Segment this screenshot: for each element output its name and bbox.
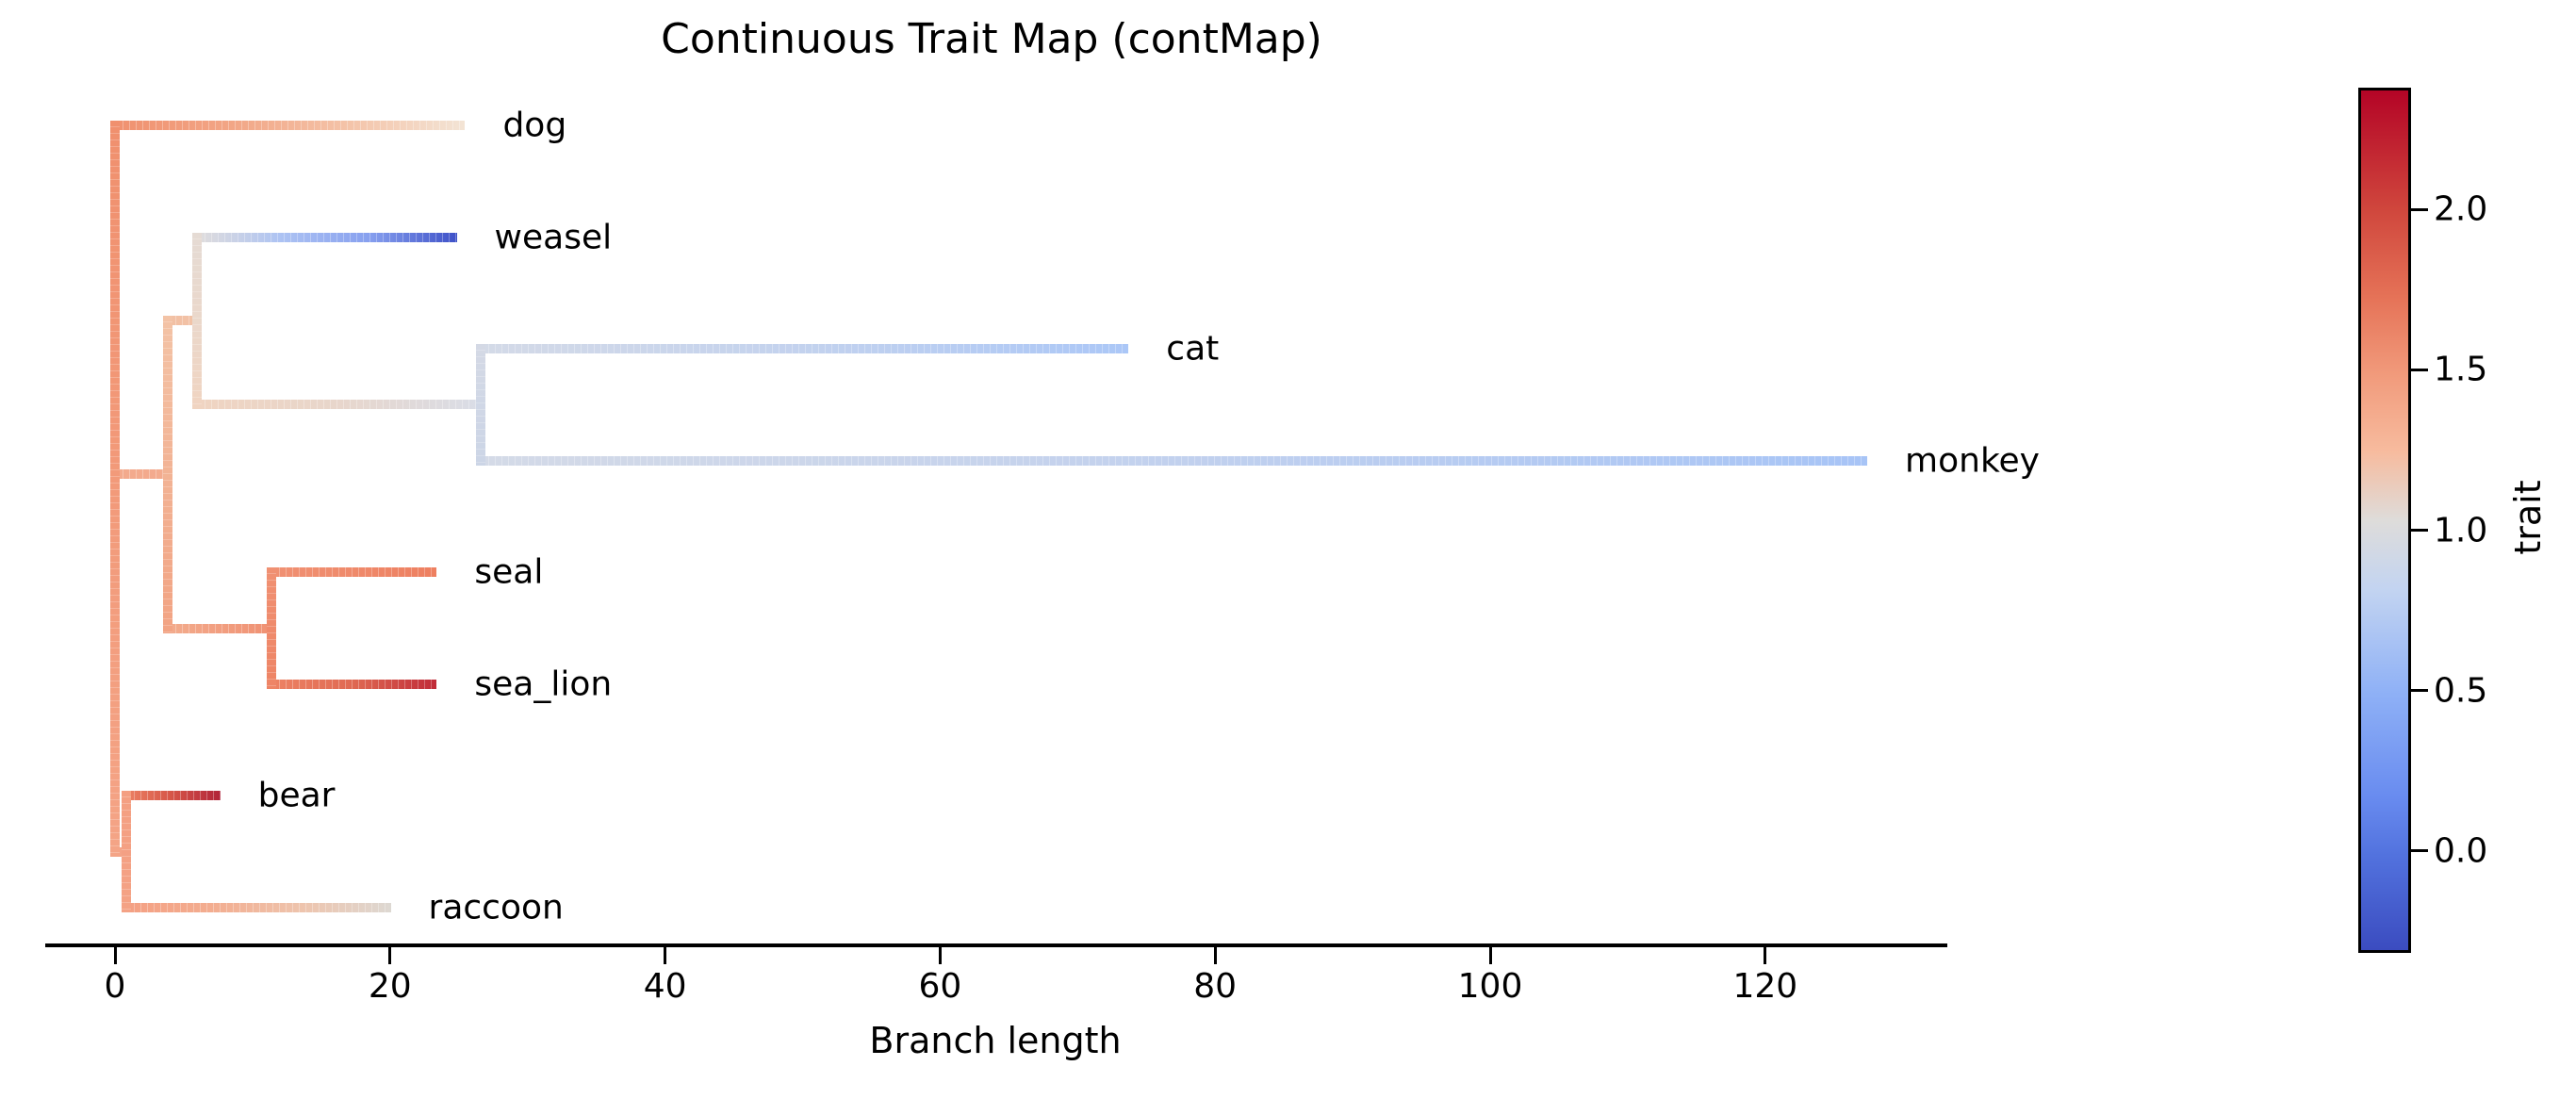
- branch-segments-texture: [475, 344, 1129, 354]
- branch-segments-texture: [192, 232, 457, 242]
- branch-segments-texture: [475, 455, 1868, 466]
- branch-raccoon: [122, 902, 391, 912]
- tip-label-seal: seal: [474, 552, 544, 592]
- x-tick-label-80: 80: [1193, 967, 1238, 1006]
- x-tick-60: [938, 947, 942, 964]
- branch-segments-texture: [122, 791, 221, 801]
- x-tick-label-60: 60: [918, 967, 962, 1006]
- branch-stub-catmonkey: [192, 400, 481, 410]
- colorbar-tick-0.5: [2411, 689, 2428, 693]
- branch-dog: [110, 121, 466, 130]
- vertical-node-clade-c: [192, 232, 203, 410]
- colorbar-tick-0.0: [2411, 849, 2428, 853]
- branch-segments-texture: [267, 567, 277, 689]
- branch-sea_lion: [267, 679, 437, 689]
- branch-segments-texture: [163, 623, 272, 633]
- colorbar-tick-1.5: [2411, 368, 2428, 371]
- vertical-node-bearraccoon: [122, 791, 132, 912]
- branch-segments-texture: [163, 315, 173, 633]
- branch-cat: [475, 344, 1129, 354]
- branch-segments-texture: [110, 121, 120, 857]
- x-axis-label: Branch length: [869, 1020, 1122, 1061]
- x-tick-120: [1764, 947, 1767, 964]
- colorbar-tick-label-2.0: 2.0: [2434, 189, 2488, 229]
- x-tick-20: [388, 947, 392, 964]
- x-tick-label-40: 40: [643, 967, 687, 1006]
- x-tick-80: [1213, 947, 1217, 964]
- colorbar-label: trait: [2507, 480, 2549, 555]
- branch-segments-texture: [122, 791, 132, 912]
- x-tick-100: [1488, 947, 1492, 964]
- branch-stub-clade-c: [163, 315, 198, 325]
- vertical-node-catmonkey: [475, 344, 485, 466]
- tip-label-sea_lion: sea_lion: [474, 664, 613, 704]
- branch-monkey: [475, 455, 1868, 466]
- x-tick-40: [664, 947, 667, 964]
- branch-stub-clade-b: [110, 468, 169, 479]
- x-axis-spine: [45, 943, 1947, 947]
- x-tick-label-20: 20: [368, 967, 412, 1006]
- x-tick-0: [113, 947, 117, 964]
- chart-title: Continuous Trait Map (contMap): [661, 15, 1322, 63]
- branch-segments-texture: [267, 679, 437, 689]
- branch-segments-texture: [110, 468, 169, 479]
- branch-seal: [267, 567, 437, 578]
- colorbar-tick-label-1.5: 1.5: [2434, 350, 2488, 389]
- vertical-root: [110, 121, 120, 857]
- tip-label-weasel: weasel: [494, 218, 613, 257]
- tip-label-raccoon: raccoon: [428, 888, 564, 927]
- branch-segments-texture: [192, 232, 203, 410]
- colorbar-bar: [2358, 88, 2411, 953]
- x-tick-label-120: 120: [1732, 967, 1798, 1006]
- tip-label-cat: cat: [1166, 329, 1220, 369]
- branch-segments-texture: [267, 567, 437, 578]
- branch-segments-texture: [163, 315, 198, 325]
- colorbar-tick-label-0.0: 0.0: [2434, 831, 2488, 871]
- tip-label-bear: bear: [257, 776, 336, 815]
- colorbar-tick-label-0.5: 0.5: [2434, 671, 2488, 711]
- branch-bear: [122, 791, 221, 801]
- colorbar-gradient: [2361, 90, 2408, 950]
- tip-label-dog: dog: [502, 106, 567, 145]
- branch-segments-texture: [122, 902, 391, 912]
- colorbar-tick-1.0: [2411, 529, 2428, 533]
- colorbar-tick-label-1.0: 1.0: [2434, 511, 2488, 550]
- branch-stub-pinnipeds: [163, 623, 272, 633]
- x-tick-label-100: 100: [1457, 967, 1523, 1006]
- branch-segments-texture: [192, 400, 481, 410]
- branch-weasel: [192, 232, 457, 242]
- x-tick-label-0: 0: [104, 967, 126, 1006]
- colorbar-tick-2.0: [2411, 207, 2428, 211]
- branch-segments-texture: [475, 344, 485, 466]
- vertical-node-clade-b: [163, 315, 173, 633]
- branch-segments-texture: [110, 121, 466, 130]
- vertical-node-pinnipeds: [267, 567, 277, 689]
- tip-label-monkey: monkey: [1905, 441, 2040, 481]
